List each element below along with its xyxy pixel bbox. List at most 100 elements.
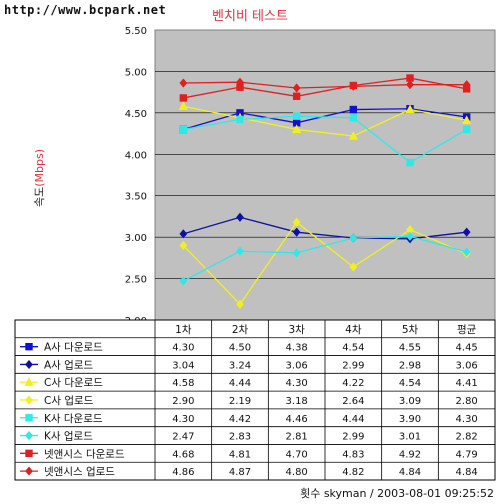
- table-value: 4.54: [342, 343, 364, 354]
- y-tick-label: 3.00: [125, 233, 147, 244]
- x-category-label: 1차: [175, 324, 192, 336]
- data-point: [349, 233, 358, 243]
- legend-label: A사 업로드: [44, 358, 94, 371]
- table-value: 4.79: [456, 449, 478, 460]
- series-line: [183, 105, 467, 137]
- series-line: [183, 115, 467, 164]
- table-value: 4.80: [286, 467, 308, 478]
- series-line: [182, 221, 467, 306]
- series-line: [183, 235, 467, 282]
- data-table: [14, 319, 496, 481]
- table-value: 3.18: [286, 396, 308, 407]
- chart-title: 벤치비 테스트: [212, 9, 288, 24]
- data-point: [349, 105, 358, 114]
- data-point: [178, 101, 188, 110]
- legend-marker: [25, 359, 33, 370]
- table-value: 4.30: [456, 414, 478, 425]
- y-tick-label: 3.50: [125, 192, 147, 203]
- data-point: [236, 299, 244, 309]
- table-value: 4.38: [286, 343, 308, 354]
- table-value: 3.09: [399, 396, 421, 407]
- data-point: [462, 125, 471, 134]
- table-value: 4.54: [399, 378, 421, 389]
- data-point: [236, 115, 244, 124]
- table-value: 2.81: [286, 432, 308, 443]
- plot-area: [154, 29, 496, 321]
- data-point: [179, 240, 188, 251]
- y-tick-label: 2.50: [125, 275, 147, 286]
- table-value: 4.50: [229, 343, 251, 354]
- data-point: [406, 231, 414, 241]
- table-value: 4.22: [342, 378, 364, 389]
- data-point: [406, 80, 414, 90]
- table-value: 4.58: [172, 378, 194, 389]
- legend-marker: [25, 466, 33, 476]
- data-point: [462, 80, 471, 90]
- x-category-label: 5차: [402, 324, 419, 336]
- data-point: [236, 246, 244, 256]
- table-value: 4.86: [172, 467, 194, 478]
- legend-label: C사 다운로드: [44, 377, 103, 389]
- table-value: 3.90: [399, 414, 421, 425]
- data-point: [179, 94, 188, 102]
- x-category-label: 2차: [232, 324, 249, 336]
- legend-label: 넷앤시스 다운로드: [44, 448, 125, 460]
- table-value: 4.84: [399, 467, 421, 478]
- table-value: 4.30: [286, 378, 308, 389]
- data-point: [292, 248, 301, 258]
- legend-marker: [25, 430, 33, 441]
- x-category-label: 3차: [288, 324, 305, 336]
- data-point: [349, 81, 358, 91]
- table-value: 4.55: [399, 343, 421, 354]
- table-value: 2.19: [229, 396, 251, 407]
- table-value: 3.06: [456, 360, 478, 371]
- table-value: 4.81: [229, 449, 251, 460]
- table-value: 4.84: [456, 467, 478, 478]
- legend-label: 넷앤시스 업로드: [44, 465, 115, 478]
- x-category-label: 평균: [457, 324, 477, 336]
- table-value: 2.47: [172, 432, 194, 443]
- table-value: 4.41: [456, 378, 478, 389]
- series-line: [183, 77, 467, 99]
- data-point: [406, 158, 414, 167]
- table-value: 3.06: [286, 360, 308, 371]
- data-point: [292, 92, 301, 100]
- footer-caption: 횟수 skyman / 2003-08-01 09:25:52: [300, 487, 494, 500]
- data-point: [179, 78, 188, 88]
- table-value: 4.82: [342, 467, 364, 478]
- data-point: [462, 115, 472, 125]
- y-tick-label: 5.00: [125, 67, 147, 78]
- table-value: 2.64: [342, 396, 364, 407]
- data-point: [349, 114, 358, 122]
- legend-label: A사 다운로드: [44, 342, 103, 354]
- table-value: 4.46: [286, 414, 308, 425]
- table-value: 4.68: [172, 449, 194, 460]
- data-point: [179, 229, 188, 239]
- legend-marker: [25, 342, 33, 351]
- table-value: 4.87: [229, 467, 251, 478]
- legend-marker: [25, 449, 33, 458]
- table-value: 2.98: [399, 360, 421, 371]
- table-value: 4.83: [342, 449, 364, 460]
- table-value: 2.99: [342, 432, 364, 443]
- table-value: 4.92: [399, 449, 421, 460]
- legend-marker: [24, 377, 34, 386]
- table-value: 2.99: [342, 360, 364, 371]
- data-point: [349, 262, 358, 272]
- data-point: [179, 125, 188, 134]
- table-value: 4.45: [456, 343, 478, 354]
- y-tick-label: 4.00: [125, 150, 147, 161]
- y-tick-label: 4.50: [125, 109, 147, 120]
- table-value: 4.44: [342, 414, 364, 425]
- data-point: [236, 212, 244, 222]
- table-value: 2.80: [456, 396, 478, 407]
- data-point: [348, 130, 358, 140]
- table-value: 4.42: [229, 414, 251, 425]
- data-point: [179, 276, 188, 286]
- data-point: [405, 104, 415, 114]
- table-value: 4.44: [229, 378, 251, 389]
- table-value: 3.04: [172, 360, 194, 371]
- table-value: 4.70: [286, 449, 308, 460]
- x-category-label: 4차: [345, 324, 362, 336]
